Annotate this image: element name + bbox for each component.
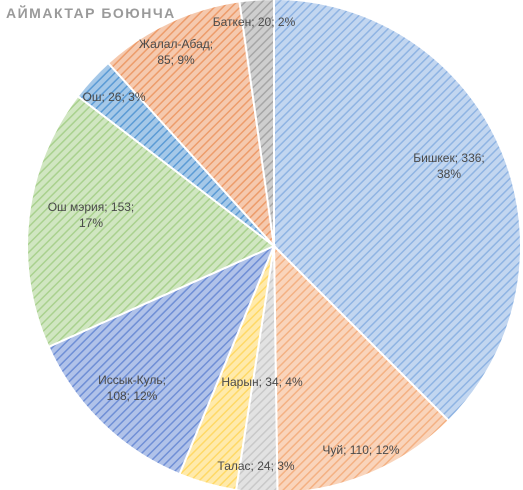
slice-label-line: Чуй; 110; 12% [322,443,400,457]
slice-label-2: Чуй; 110; 12% [322,443,400,457]
slice-label-1: Бишкек; 336; 38% [413,151,485,181]
slice-label-line: Бишкек; 336; [413,151,485,165]
slice-label-line: Иссык-Куль; [98,373,166,387]
slice-label-9: Баткен; 20; 2% [213,15,296,29]
chart-title: АЙМАКТАР БОЮНЧА [6,5,176,21]
slice-label-line: Жалал-Абад; [139,37,213,51]
pie-slice-6 [26,94,276,349]
slice-label-7: Ош; 26; 3% [83,90,146,104]
slice-label-line: 38% [437,167,461,181]
pie-slice-2 [272,243,451,490]
slice-label-4: Нарын; 34; 4% [221,375,303,389]
slice-label-line: Ош мэрия; 153; [48,200,135,214]
pie-slice-5 [47,244,276,476]
pie-slice-1 [273,0,523,423]
slice-label-6: Ош мэрия; 153; 17% [48,200,135,230]
pie-slice-9 [238,0,275,247]
pie-slice-8 [106,0,276,250]
slice-label-line: 17% [79,216,103,230]
slice-label-3: Талас; 24; 3% [217,459,294,473]
slice-label-line: 85; 9% [157,53,195,67]
slice-label-line: Нарын; 34; 4% [221,375,303,389]
slice-label-5: Иссык-Куль; 108; 12% [98,373,166,403]
slice-label-line: 108; 12% [107,389,158,403]
slice-label-line: Талас; 24; 3% [217,459,294,473]
slice-label-line: Баткен; 20; 2% [213,15,296,29]
slice-label-line: Ош; 26; 3% [83,90,146,104]
slice-label-8: Жалал-Абад; 85; 9% [139,37,213,67]
